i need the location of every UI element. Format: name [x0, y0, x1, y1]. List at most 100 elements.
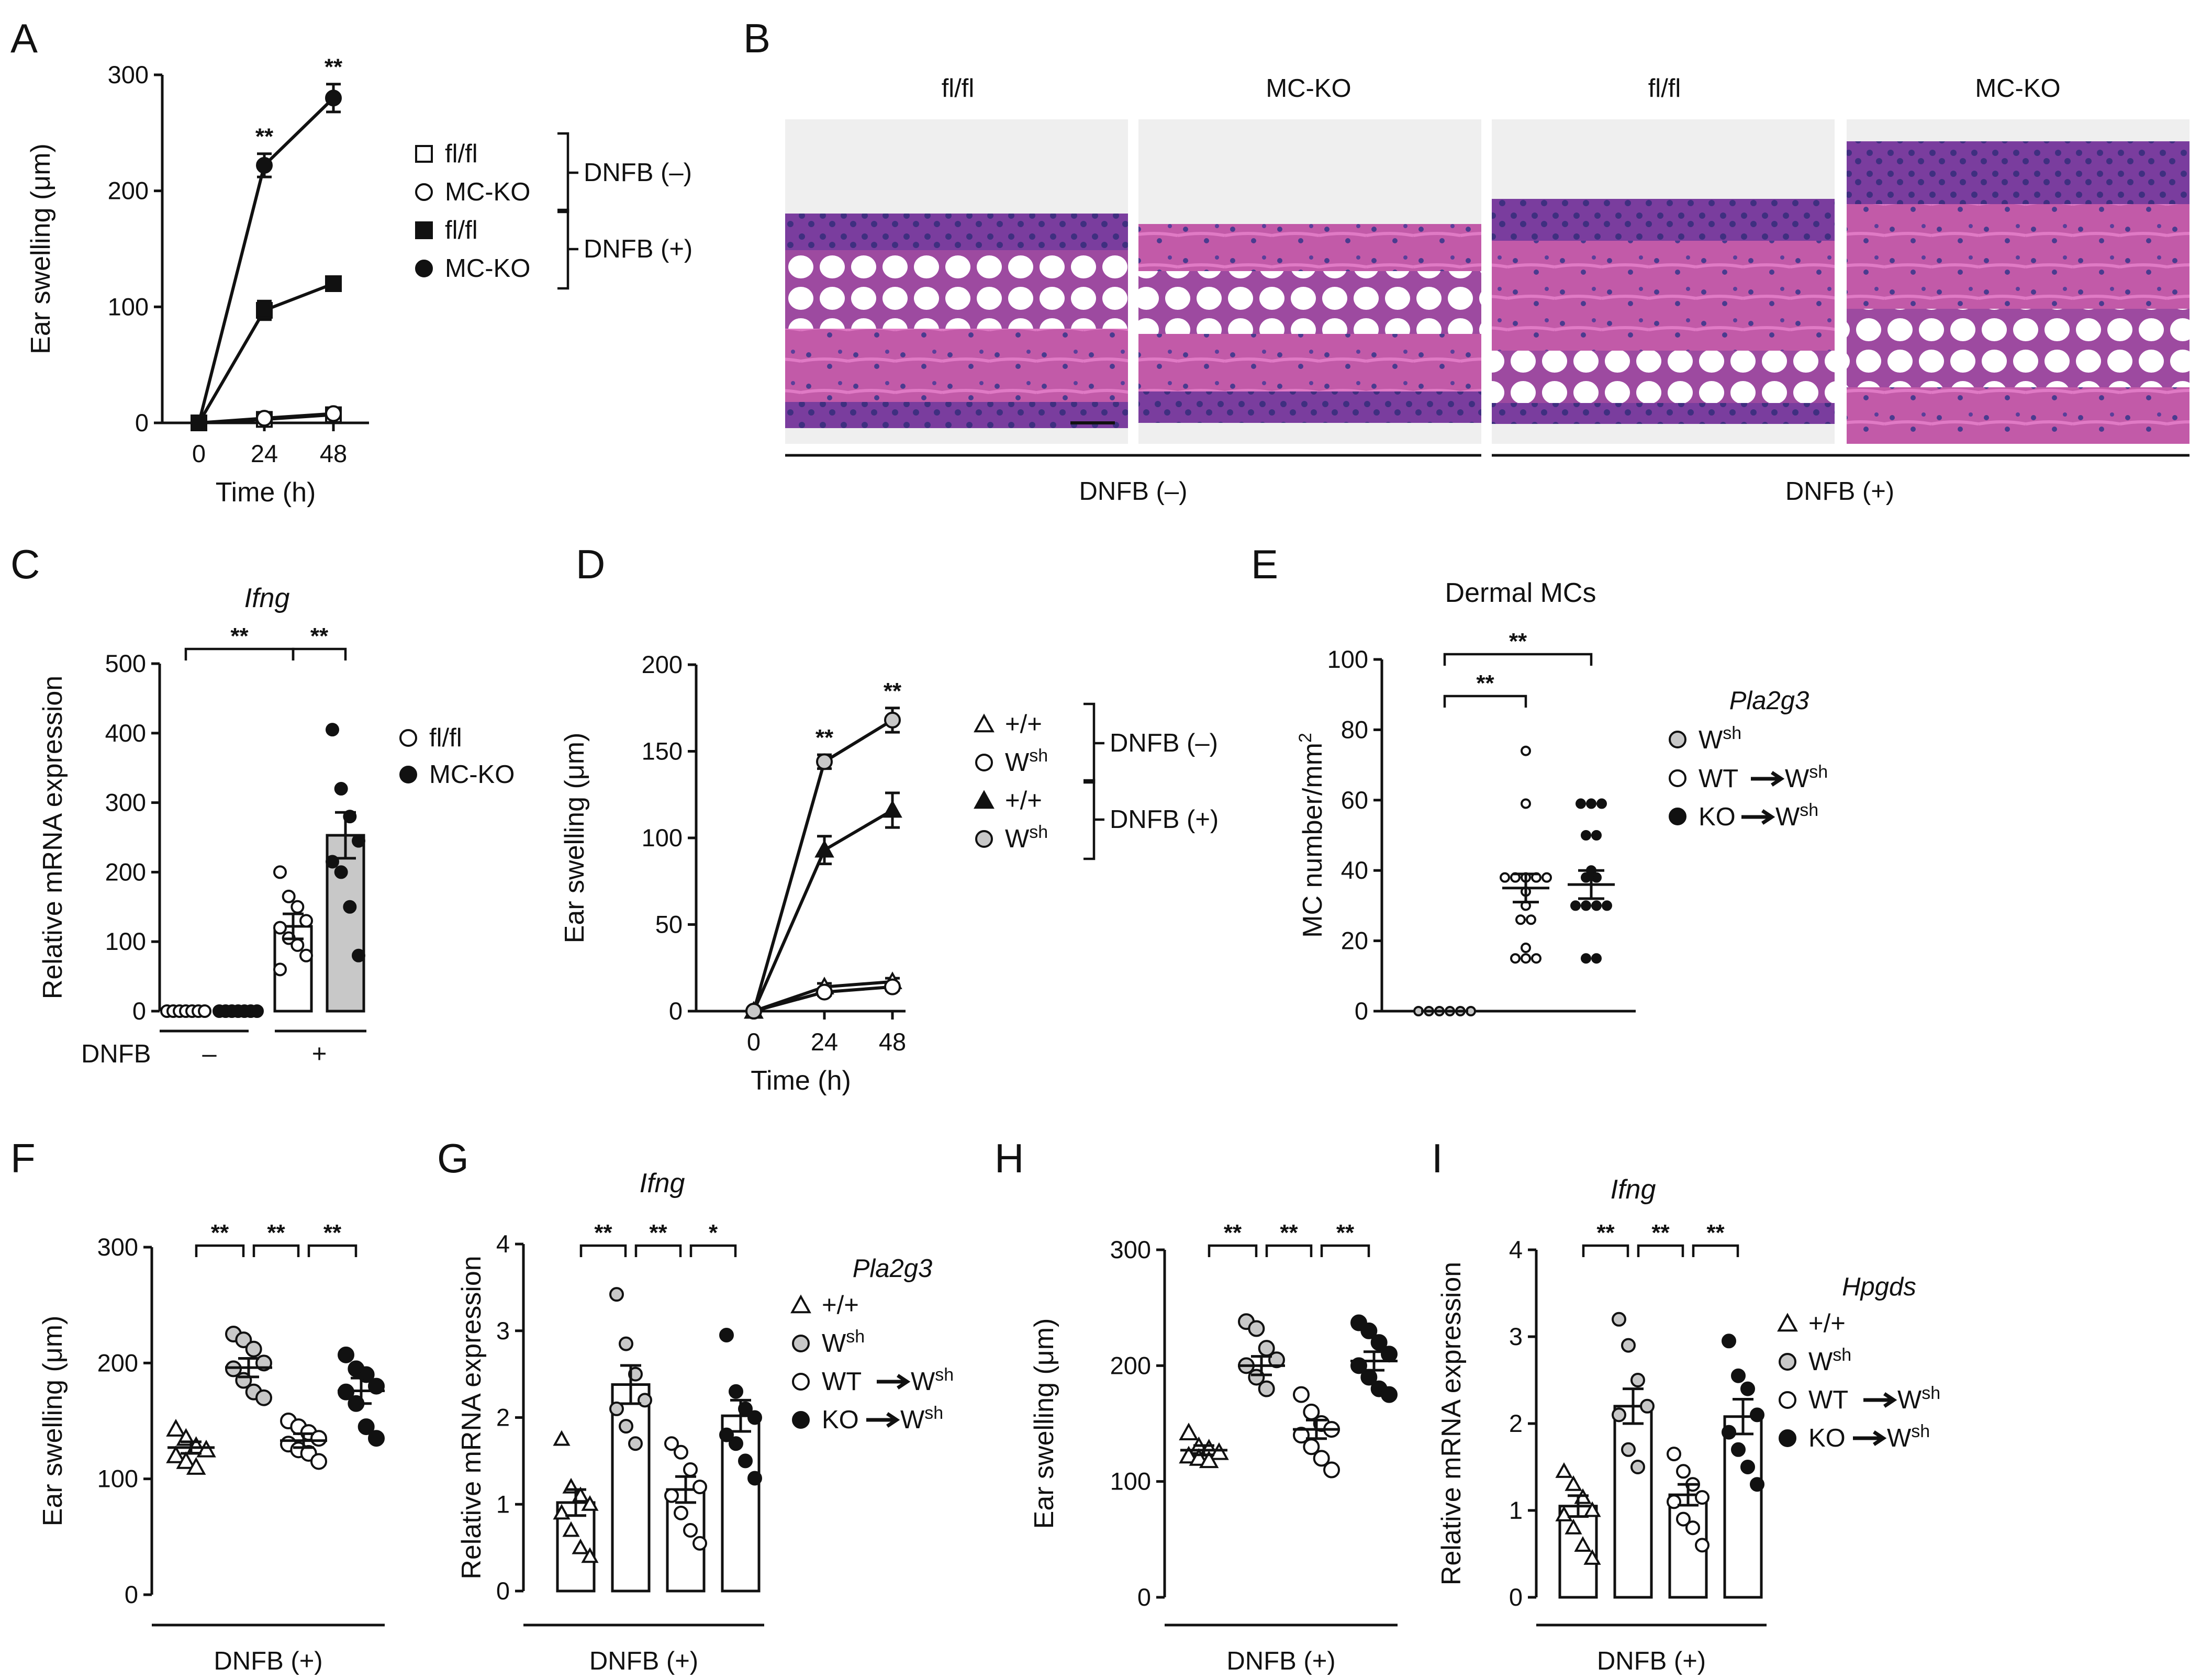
panel-a-legend-bracket: [557, 208, 578, 290]
panel-e-legend-label: Wsh: [1699, 723, 1741, 754]
panel-a-x-tick-label: 0: [192, 440, 206, 467]
panel-i-legend-marker: [1779, 1429, 1796, 1447]
panel-e-error-bar: [1513, 872, 1539, 904]
panel-c-y-tick-label: 200: [105, 858, 146, 886]
panel-e-data-point: [1591, 900, 1602, 911]
panel-h-y-label: Ear swelling (μm): [1029, 1318, 1059, 1529]
panel-c-y-tick-label: 0: [132, 997, 146, 1025]
panel-i-data-point: [1695, 1490, 1710, 1505]
panel-g-sig-bracket: [634, 1244, 682, 1257]
panel-e-data-point: [1526, 914, 1536, 925]
panel-g-data-point: [619, 1336, 633, 1351]
panel-f-y-tick-label: 300: [97, 1233, 138, 1261]
panel-h-sig-bracket: [1208, 1244, 1258, 1257]
panel-b-histology: fl/fl MC-KO fl/fl MC-KO: [785, 74, 2189, 506]
panel-h-data-point: [1209, 1442, 1229, 1460]
panel-letter-h: H: [995, 1135, 1024, 1181]
panel-a-data-point: [191, 415, 207, 431]
panel-g-data-point: [738, 1401, 753, 1416]
panel-g-legend-marker: [792, 1373, 810, 1391]
panel-i-data-point: [1750, 1477, 1764, 1492]
panel-a-legend-bracket: [557, 132, 578, 214]
panel-d-legend-bracket: [1083, 702, 1104, 784]
panel-c-legend-marker: [399, 729, 417, 747]
panel-i-group-label: DNFB (+): [1597, 1647, 1706, 1675]
panel-f-data-point: [196, 1439, 216, 1458]
panel-i-y-tick-label: 2: [1509, 1409, 1523, 1437]
panel-i-data-point: [1740, 1381, 1755, 1396]
panel-i-data-point: [1555, 1462, 1573, 1478]
panel-g-error-bar: [620, 1364, 641, 1405]
panel-g-arrow-icon: [866, 1412, 900, 1428]
panel-e-data-point: [1521, 745, 1531, 756]
panel-g-data-point: [562, 1521, 580, 1537]
histology-image-4: [1847, 119, 2189, 444]
panel-e-data-point: [1515, 914, 1526, 925]
panel-i-sig-sig-label: **: [1651, 1220, 1670, 1246]
dnfb-plus-label: DNFB (+): [1785, 477, 1894, 506]
panel-d-legend-marker: [974, 713, 995, 733]
panel-e-data-point: [1576, 798, 1586, 809]
panel-g-legend-marker: [792, 1335, 810, 1352]
panel-g-y-tick-label: 0: [496, 1577, 510, 1605]
panel-i-legend-label: WT: [1808, 1386, 1848, 1414]
panel-d-legend-label: Wsh: [1005, 822, 1048, 853]
panel-e-data-point: [1541, 872, 1552, 883]
panel-e-data-point: [1531, 953, 1541, 964]
panel-g-error-bar: [565, 1488, 586, 1517]
panel-g-data-point: [628, 1367, 643, 1382]
panel-e-y-tick-label: 0: [1355, 997, 1368, 1025]
panel-h-data-point: [1370, 1334, 1388, 1351]
panel-e-legend-label: Wsh: [1775, 800, 1818, 831]
panel-a-legend-label: MC-KO: [445, 254, 530, 283]
panel-c-y-tick-label: 100: [105, 927, 146, 955]
panel-i-legend-marker: [1777, 1313, 1798, 1332]
panel-g-data-point: [609, 1287, 624, 1302]
panel-i-error-bar: [1623, 1387, 1644, 1425]
panel-g-bar: [611, 1383, 651, 1593]
panel-i-data-point: [1621, 1442, 1636, 1457]
panel-i-data-point: [1722, 1334, 1736, 1349]
panel-e-data-point: [1581, 872, 1591, 883]
panel-f-data-point: [176, 1451, 196, 1469]
panel-g-data-point: [572, 1538, 589, 1554]
panel-g-sig-sig-label: **: [594, 1220, 612, 1246]
panel-h-data-point: [1293, 1386, 1310, 1403]
panel-f-data-point: [368, 1430, 385, 1447]
panel-c-data-point: [291, 900, 305, 914]
panel-d-data-point: [884, 978, 901, 995]
panel-h-sig-sig-label: **: [1336, 1220, 1355, 1246]
panel-e-error-bar: [1578, 869, 1604, 900]
panel-d-y-tick-label: 150: [642, 737, 683, 765]
panel-letter-b: B: [743, 15, 770, 61]
panel-a-legend-group-label: DNFB (+): [584, 235, 692, 263]
panel-g-data-point: [692, 1536, 707, 1551]
panel-i-arrow-icon: [1863, 1392, 1897, 1408]
panel-c-data-point: [198, 1004, 211, 1018]
panel-d-legend-label: +/+: [1005, 710, 1042, 738]
histology-image-3: [1492, 119, 1835, 444]
panel-h-sig-bracket: [1265, 1244, 1313, 1257]
panel-c-data-point: [352, 948, 365, 962]
panel-h-data-point: [1248, 1369, 1265, 1386]
panel-a-data-point: [325, 275, 342, 292]
panel-g-data-point: [664, 1488, 679, 1503]
panel-i-arrow-icon: [1853, 1430, 1887, 1446]
panel-g-legend-label: Wsh: [911, 1365, 954, 1396]
panel-i-y-tick-label: 1: [1509, 1496, 1523, 1524]
panel-a-legend-label: fl/fl: [445, 140, 478, 168]
panel-i-y-label: Relative mRNA expression: [1436, 1262, 1467, 1585]
panel-c-legend-marker: [399, 766, 417, 783]
panel-i-error-bar: [1568, 1494, 1589, 1518]
panel-c-data-point: [334, 865, 348, 879]
panel-d-sig-label: **: [884, 678, 902, 704]
panel-a-y-label: Ear swelling (μm): [26, 143, 56, 354]
panel-d-legend-label: Wsh: [1005, 746, 1048, 777]
panel-g-data-point: [747, 1471, 762, 1486]
panel-g-data-point: [683, 1522, 698, 1538]
panel-i-data-point: [1750, 1407, 1764, 1423]
panel-i-sig-sig-label: **: [1596, 1220, 1615, 1246]
panel-i-legend-label: KO: [1808, 1424, 1846, 1452]
dnfb-minus-label: DNFB (–): [1079, 477, 1188, 506]
